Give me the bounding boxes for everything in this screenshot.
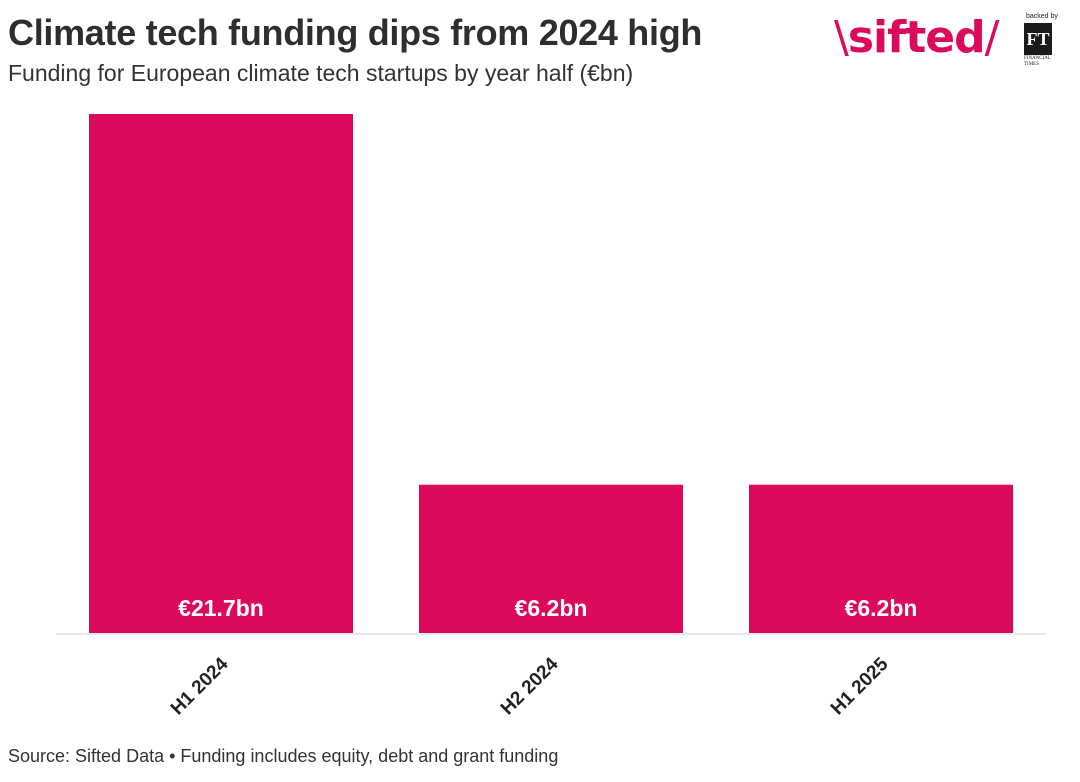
source-note: Source: Sifted Data • Funding includes e… <box>8 746 559 766</box>
bar-value-label: €21.7bn <box>178 595 264 621</box>
x-tick-label: H2 2024 <box>497 653 563 719</box>
ft-logo-icon: FT <box>1024 23 1052 55</box>
brand-name: sifted <box>847 12 986 63</box>
brand-wordmark: \sifted/ <box>834 12 999 63</box>
chart-subtitle: Funding for European climate tech startu… <box>8 60 634 86</box>
bar-h1-2024[interactable] <box>89 114 353 633</box>
ft-name-label: FINANCIAL TIMES <box>1024 56 1051 67</box>
sifted-logo[interactable]: \sifted/ backed by FT FINANCIAL TIMES <box>834 10 1074 68</box>
chart-title: Climate tech funding dips from 2024 high <box>8 12 703 53</box>
x-tick-label: H1 2025 <box>827 653 893 719</box>
x-tick-label: H1 2024 <box>167 653 233 719</box>
bar-h1-2025[interactable] <box>749 484 1013 633</box>
backed-by-label: backed by <box>1026 13 1058 20</box>
bar-h2-2024[interactable] <box>419 484 683 633</box>
bar-value-label: €6.2bn <box>515 595 588 621</box>
bar-value-label: €6.2bn <box>845 595 918 621</box>
